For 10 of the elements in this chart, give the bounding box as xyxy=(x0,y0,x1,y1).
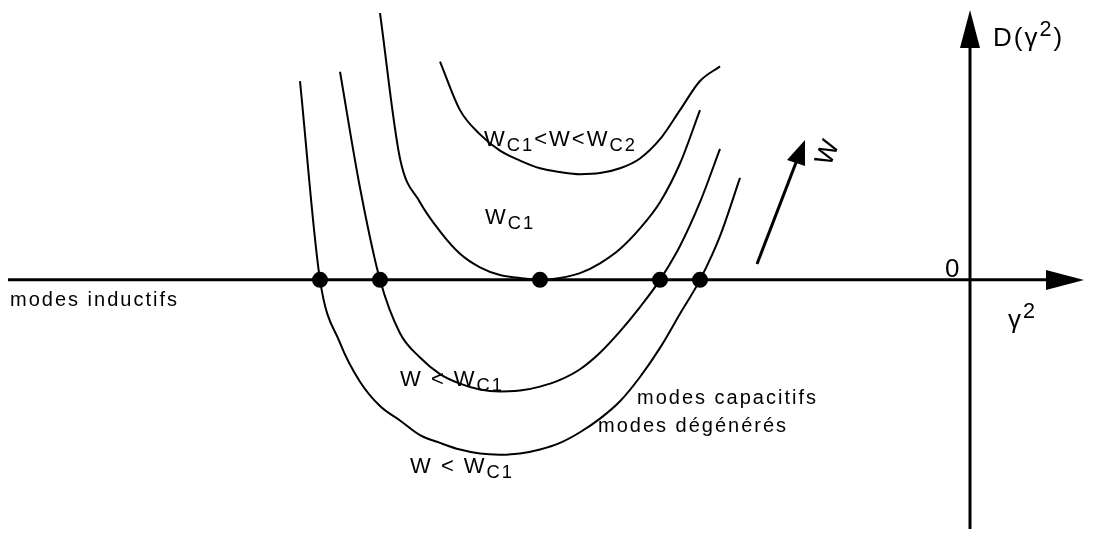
annotation: modes dégénérés xyxy=(598,414,789,437)
annotation: 0 xyxy=(945,253,962,284)
annotation: modes capacitifs xyxy=(637,386,818,409)
annotation: W xyxy=(807,133,847,170)
series-label: W < W$_{C1}$ xyxy=(410,453,515,484)
y-axis-title: D(γ$^{2}$) xyxy=(993,16,1065,53)
x-axis-title: γ$^{2}$ xyxy=(1008,298,1038,335)
series-label: W$_{C1}$ xyxy=(485,204,536,235)
series-label: W$_{C1}$<W<W$_{C2}$ xyxy=(484,126,637,157)
text: modes inductifs xyxy=(10,288,179,311)
